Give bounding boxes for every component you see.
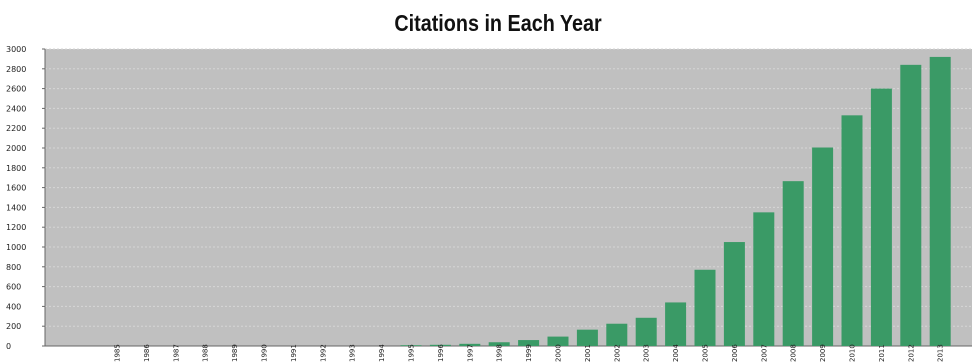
x-tick-label: 1999 [525, 344, 533, 362]
bar [488, 342, 510, 346]
x-tick-label: 2005 [702, 344, 710, 362]
y-tick-label: 1800 [6, 164, 26, 173]
bar [400, 345, 422, 346]
y-tick-label: 2600 [6, 85, 26, 94]
bar [606, 323, 628, 346]
x-tick-label: 1996 [437, 344, 445, 362]
x-tick-label: 1986 [143, 344, 151, 362]
bar [694, 269, 716, 346]
x-tick-label: 1992 [319, 344, 327, 362]
x-tick-label: 2013 [937, 344, 945, 362]
y-tick-label: 1000 [6, 243, 26, 252]
x-tick-label: 1998 [496, 344, 504, 362]
y-tick-label: 2800 [6, 65, 26, 74]
x-tick-label: 1989 [231, 344, 239, 362]
bar [782, 181, 804, 346]
x-tick-label: 1988 [202, 344, 210, 362]
bar [870, 88, 892, 346]
y-tick-label: 2000 [6, 144, 26, 153]
bar [547, 336, 569, 346]
x-tick-label: 1993 [349, 344, 357, 362]
bar [900, 64, 922, 346]
y-tick-label: 1400 [6, 203, 26, 212]
bar [929, 56, 951, 347]
chart-title: Citations in Each Year [394, 10, 602, 36]
x-tick-label: 1997 [466, 344, 474, 362]
y-tick-label: 1200 [6, 223, 26, 232]
x-tick-label: 2008 [790, 344, 798, 362]
x-tick-label: 2003 [643, 344, 651, 362]
x-tick-label: 2002 [613, 344, 621, 362]
y-tick-label: 200 [6, 322, 21, 331]
x-tick-label: 1995 [408, 344, 416, 362]
bar [812, 147, 834, 346]
x-tick-label: 2007 [760, 344, 768, 362]
x-tick-label: 2006 [731, 344, 739, 362]
bar [841, 115, 863, 346]
x-tick-label: 2001 [584, 344, 592, 362]
x-tick-label: 2012 [907, 344, 915, 362]
x-tick-label: 2004 [672, 344, 680, 362]
y-tick-label: 2400 [6, 104, 26, 113]
y-tick-label: 400 [6, 302, 21, 311]
x-tick-label: 2010 [849, 344, 857, 362]
y-tick-label: 3000 [6, 45, 26, 54]
x-tick-label: 1985 [114, 344, 122, 362]
x-tick-label: 1994 [378, 344, 386, 362]
bar [635, 317, 657, 346]
bar [665, 302, 687, 346]
x-tick-label: 1987 [172, 344, 180, 362]
y-tick-label: 0 [6, 342, 11, 351]
x-tick-label: 2011 [878, 344, 886, 362]
y-tick-label: 600 [6, 283, 21, 292]
bar [723, 242, 745, 346]
bar [459, 343, 481, 346]
bar [753, 212, 775, 346]
x-tick-label: 2000 [555, 344, 563, 362]
x-tick-label: 1991 [290, 344, 298, 362]
y-tick-label: 2200 [6, 124, 26, 133]
y-tick-label: 1600 [6, 184, 26, 193]
x-tick-label: 2009 [819, 344, 827, 362]
bar [429, 344, 451, 346]
bar [576, 329, 598, 346]
y-tick-label: 800 [6, 263, 21, 272]
bar [518, 340, 540, 346]
x-tick-label: 1990 [261, 344, 269, 362]
